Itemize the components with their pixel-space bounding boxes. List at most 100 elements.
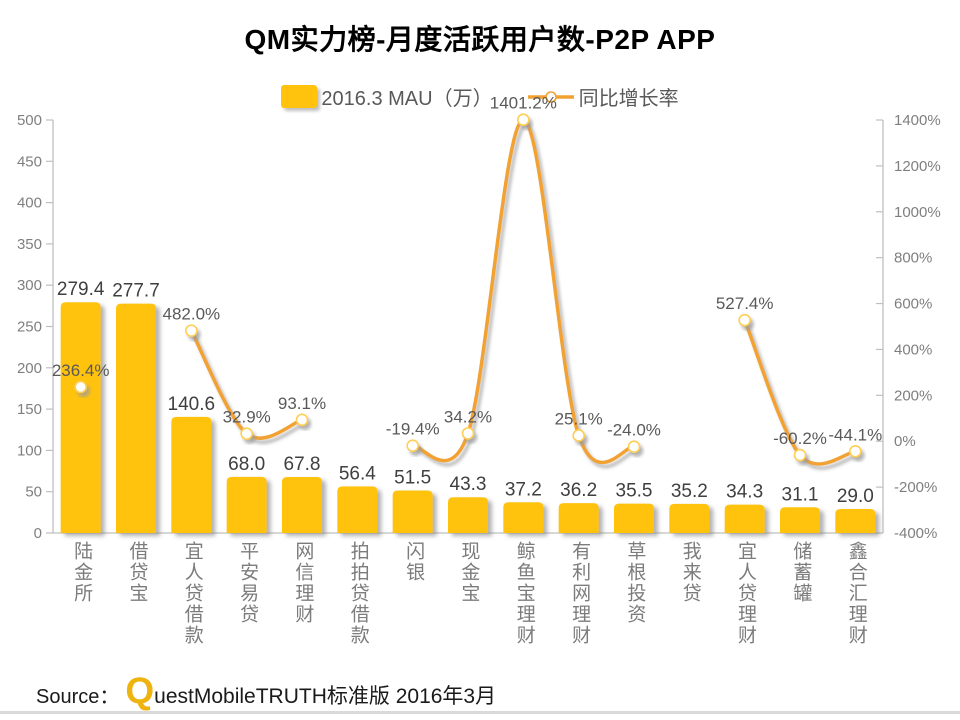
bar xyxy=(724,504,765,533)
left-axis-label: 350 xyxy=(17,236,42,253)
category-cell: 借贷宝 xyxy=(108,541,163,691)
category-cell: 宜人贷借款 xyxy=(164,541,219,691)
left-axis-label: 300 xyxy=(17,277,42,294)
bar-value-label: 29.0 xyxy=(837,486,874,507)
growth-value-label: 93.1% xyxy=(278,394,326,413)
right-axis-label: 600% xyxy=(894,296,932,313)
bar-value-label: 34.3 xyxy=(726,482,763,503)
right-axis-label: 1400% xyxy=(894,112,941,129)
category-label: 网信理财 xyxy=(292,541,314,625)
legend-label-growth: 同比增长率 xyxy=(578,88,679,110)
right-axis-label: 400% xyxy=(894,341,932,358)
bar xyxy=(503,502,544,533)
bar-value-label: 68.0 xyxy=(228,454,265,475)
growth-marker xyxy=(517,113,530,127)
right-axis-label: 800% xyxy=(894,250,932,267)
questmobile-logo-q: Q xyxy=(125,670,155,711)
bar-value-label: 56.4 xyxy=(339,463,376,484)
growth-value-label: 236.4% xyxy=(52,361,110,380)
category-label: 鲸鱼宝理财 xyxy=(513,541,535,646)
growth-value-label: -19.4% xyxy=(386,420,440,439)
bar-value-label: 51.5 xyxy=(394,467,431,488)
left-axis-label: 100 xyxy=(17,442,42,459)
left-axis-label: 0 xyxy=(34,525,42,542)
bar xyxy=(392,490,433,533)
growth-value-label: 1401.2% xyxy=(490,94,557,113)
bar-value-label: 36.2 xyxy=(560,480,597,501)
line-series-marker-icon xyxy=(527,90,574,103)
growth-marker xyxy=(185,324,198,337)
category-cell: 拍拍贷借款 xyxy=(330,541,385,691)
category-cell: 宜人贷理财 xyxy=(717,541,772,691)
growth-value-label: 34.2% xyxy=(444,407,492,426)
growth-marker xyxy=(406,439,419,452)
bottom-divider xyxy=(0,711,960,714)
chart-legend: 2016.3 MAU（万） 同比增长率 xyxy=(0,82,960,111)
source-edition-text: TRUTH标准版 2016年3月 xyxy=(255,685,497,708)
left-axis-label: 200 xyxy=(17,360,42,377)
right-axis-label: 1000% xyxy=(894,204,941,221)
bar-value-label: 35.2 xyxy=(671,481,708,502)
category-label: 闪银 xyxy=(403,541,425,583)
bar xyxy=(171,416,212,533)
category-label: 拍拍贷借款 xyxy=(347,541,369,646)
category-label: 鑫合汇理财 xyxy=(845,541,867,646)
bar-value-label: 35.5 xyxy=(616,481,653,502)
category-cell: 储蓄罐 xyxy=(772,541,827,691)
category-label: 现金宝 xyxy=(458,541,480,604)
bar-value-label: 43.3 xyxy=(450,474,487,495)
source-footer: Source： Q uestMobile TRUTH标准版 2016年3月 xyxy=(36,672,496,710)
bar xyxy=(226,476,267,533)
growth-marker xyxy=(295,413,309,427)
category-label: 储蓄罐 xyxy=(790,541,812,604)
left-axis-label: 450 xyxy=(17,153,42,170)
bar xyxy=(60,302,101,533)
category-label: 草根投资 xyxy=(624,541,646,625)
growth-marker xyxy=(461,427,475,440)
left-axis-label: 150 xyxy=(17,401,42,418)
bar xyxy=(282,476,322,533)
category-cell: 现金宝 xyxy=(440,541,495,691)
bar xyxy=(614,503,654,533)
chart-title: QM实力榜-月度活跃用户数-P2P APP xyxy=(244,24,716,55)
x-axis-category-labels: 陆金所 借贷宝 宜人贷借款 平安易贷 网信理财 拍拍贷借款 闪银 现金宝 鲸鱼宝理财 有利网理财 草… xyxy=(53,541,883,691)
category-cell: 鲸鱼宝理财 xyxy=(496,541,551,691)
bar-value-label: 31.1 xyxy=(782,484,819,505)
chart-plot-area: 0 50 100 150 200 250 300 350 400 450 500 -400% -200%… xyxy=(17,94,941,542)
growth-value-label: 482.0% xyxy=(162,305,220,324)
growth-marker xyxy=(738,313,751,327)
right-axis-label: -400% xyxy=(894,525,937,542)
category-cell: 闪银 xyxy=(385,541,440,691)
category-cell: 我来贷 xyxy=(662,541,717,691)
growth-value-label: -44.1% xyxy=(828,425,882,444)
legend-label-mau: 2016.3 MAU（万） xyxy=(321,88,493,110)
bar xyxy=(558,503,599,533)
bar xyxy=(337,486,378,533)
bar-value-label: 279.4 xyxy=(57,279,105,300)
growth-marker xyxy=(793,448,807,462)
bar-value-label: 277.7 xyxy=(112,281,160,302)
growth-marker xyxy=(572,429,585,442)
growth-marker xyxy=(74,380,87,394)
bar xyxy=(448,497,488,533)
growth-value-label: -60.2% xyxy=(773,429,827,448)
category-cell: 鑫合汇理财 xyxy=(828,541,883,691)
bar-series-swatch-icon xyxy=(281,85,318,108)
category-label: 宜人贷理财 xyxy=(735,541,757,646)
growth-value-label: 527.4% xyxy=(716,294,774,313)
right-axis-label: -200% xyxy=(894,479,937,496)
source-label: Source： xyxy=(36,686,120,708)
growth-marker xyxy=(849,445,862,458)
legend-item-mau: 2016.3 MAU（万） xyxy=(281,82,493,111)
left-axis-label: 400 xyxy=(17,195,42,212)
category-cell: 有利网理财 xyxy=(551,541,606,691)
questmobile-logo-text: uestMobile xyxy=(154,685,256,708)
growth-value-label: -24.0% xyxy=(607,421,661,440)
category-label: 借贷宝 xyxy=(126,541,148,604)
bar-value-label: 37.2 xyxy=(505,479,542,500)
category-label: 平安易贷 xyxy=(237,541,259,625)
right-axis-label: 0% xyxy=(894,433,916,450)
category-label: 有利网理财 xyxy=(569,541,591,646)
right-axis-label: 200% xyxy=(894,387,932,404)
